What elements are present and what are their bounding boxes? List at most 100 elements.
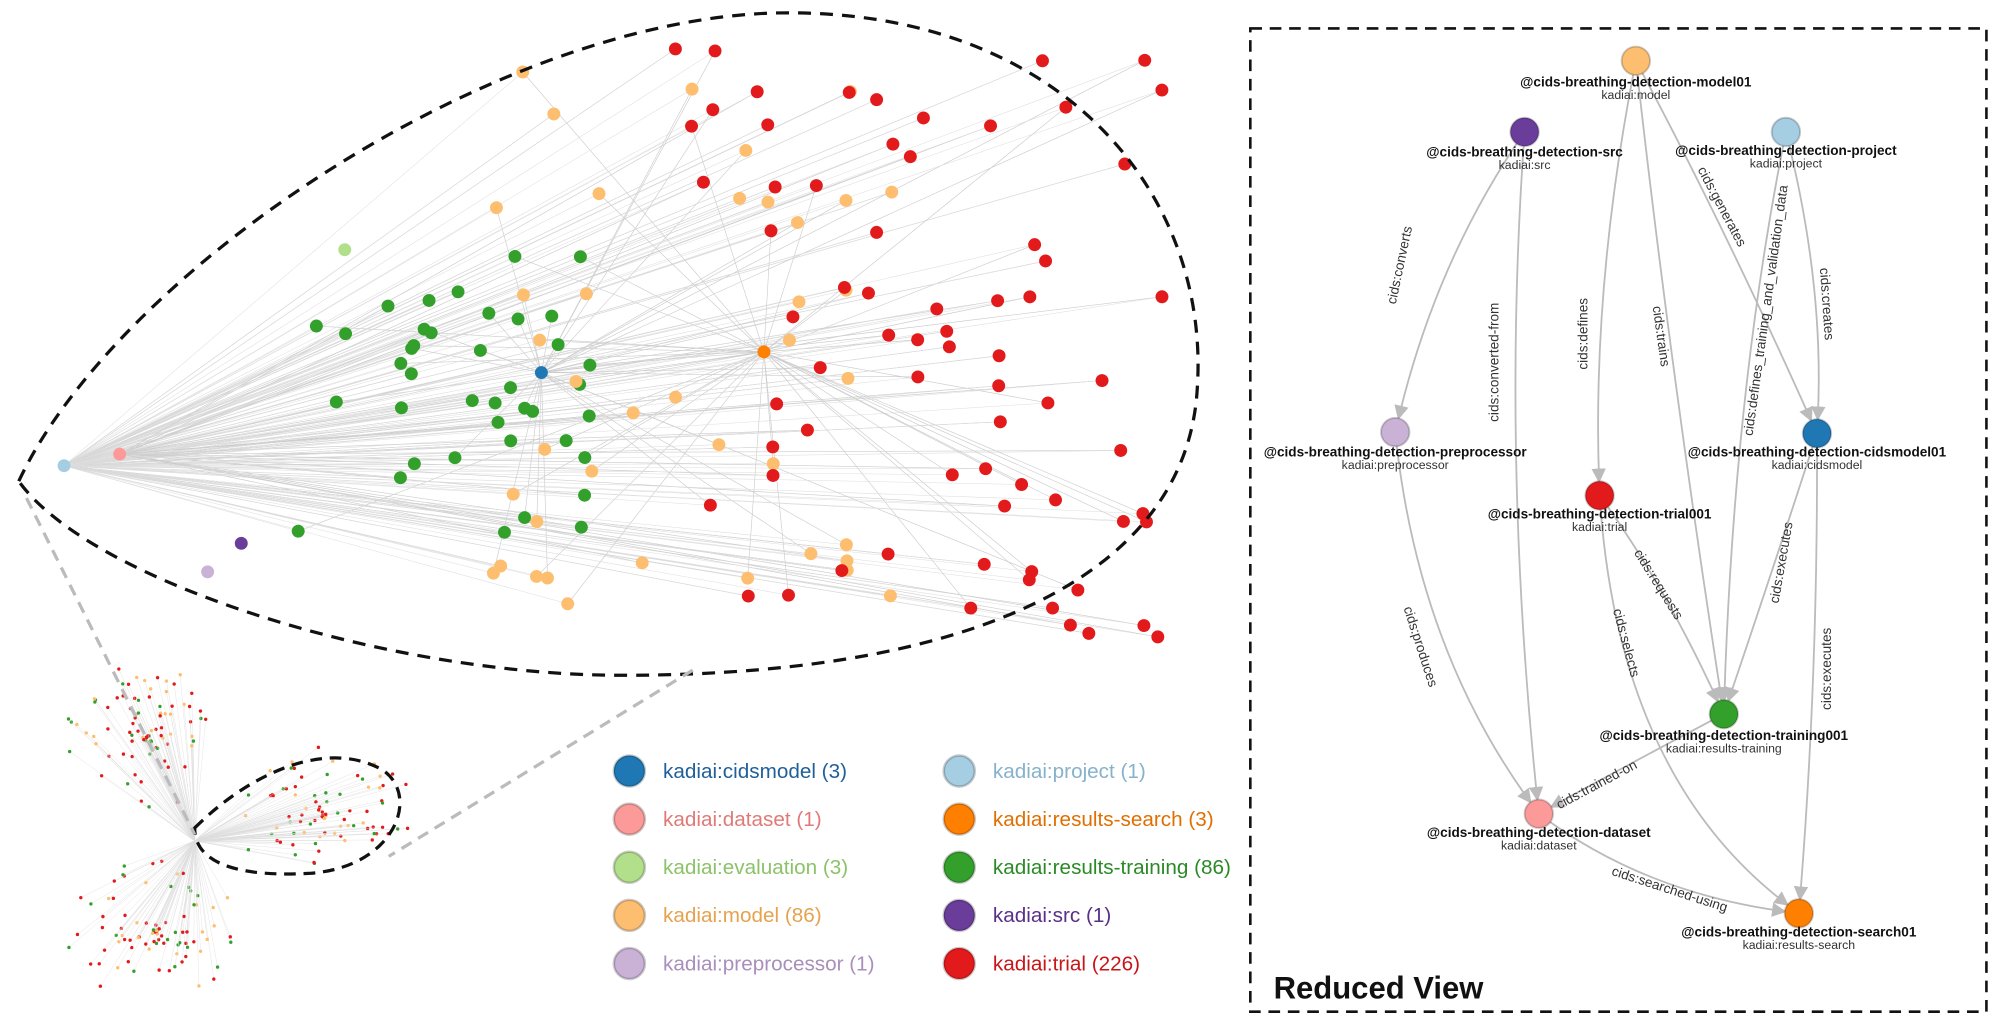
minimap-edge	[194, 761, 293, 842]
minimap-node	[292, 766, 297, 771]
minimap-node	[151, 861, 155, 866]
minimap-edge	[183, 840, 195, 874]
minimap-node	[378, 774, 382, 778]
graph-edge	[763, 351, 1124, 522]
graph-edge	[63, 465, 1089, 634]
minimap-edge	[194, 840, 249, 850]
graph-node	[741, 571, 755, 585]
minimap-edge	[129, 840, 195, 941]
graph-node	[533, 333, 547, 347]
graph-node	[1155, 290, 1169, 304]
minimap-node	[89, 902, 93, 906]
graph-node	[835, 564, 849, 578]
minimap-node	[148, 687, 153, 691]
minimap-node	[134, 675, 139, 680]
graph-node	[57, 459, 71, 473]
graph-node	[1155, 83, 1169, 97]
minimap-edge	[159, 840, 195, 929]
graph-node	[407, 457, 421, 471]
node-name: @cids-breathing-detection-src	[1426, 145, 1623, 160]
minimap-node	[158, 714, 162, 718]
graph-node	[506, 487, 520, 501]
node-name: @cids-breathing-detection-preprocessor	[1264, 445, 1528, 460]
minimap-edge	[114, 840, 195, 882]
graph-node	[1137, 619, 1151, 633]
minimap-node	[136, 698, 141, 702]
minimap-node	[98, 984, 103, 988]
graph-edge	[64, 465, 1124, 522]
legend-label: kadiai:preprocessor (1)	[663, 952, 875, 975]
minimap-node	[139, 799, 143, 803]
graph-edge	[63, 289, 847, 466]
minimap-node	[159, 733, 163, 738]
graph-node	[578, 451, 592, 465]
minimap-edge	[194, 711, 201, 841]
minimap-node	[287, 815, 291, 819]
zoom-outline	[16, 11, 1200, 677]
node	[1801, 418, 1833, 449]
edge-label: cids:searched-using	[1610, 863, 1729, 915]
minimap-node	[130, 945, 134, 950]
graph-edge	[541, 334, 889, 373]
minimap-node	[178, 673, 182, 677]
graph-node	[1151, 630, 1165, 644]
graph-edge	[63, 163, 1125, 466]
node-name: @cids-breathing-detection-project	[1675, 143, 1897, 158]
edge-label: cids:converts	[1384, 225, 1415, 306]
minimap-edge	[153, 840, 195, 931]
graph-edge	[63, 316, 793, 466]
graph-node	[1049, 493, 1063, 507]
minimap-node	[125, 782, 130, 786]
minimap-edge	[108, 840, 195, 899]
minimap-node	[155, 932, 160, 936]
graph-node	[1036, 54, 1049, 68]
minimap-edge	[161, 727, 195, 841]
minimap-node	[128, 730, 132, 735]
node-type: kadiai:trial	[1572, 520, 1627, 534]
minimap-edge	[167, 840, 195, 940]
minimap-node	[94, 742, 98, 746]
minimap-edge	[94, 701, 195, 841]
graph-node	[685, 82, 699, 96]
node-name: @cids-breathing-detection-dataset	[1427, 825, 1651, 840]
minimap-edge	[193, 741, 195, 841]
minimap-edge	[148, 806, 195, 842]
minimap-node	[316, 745, 321, 749]
graph-node	[404, 367, 418, 381]
minimap-node	[333, 831, 337, 835]
graph-node	[809, 179, 823, 193]
legend-swatch	[612, 802, 647, 836]
legend-label: kadiai:model (86)	[663, 904, 822, 927]
minimap-node	[197, 984, 201, 988]
graph-node	[991, 294, 1005, 308]
graph-node	[473, 343, 487, 357]
edge	[1635, 60, 1813, 423]
minimap-node	[192, 940, 196, 944]
graph-edge	[63, 185, 817, 466]
minimap-node	[165, 937, 170, 942]
minimap-edge	[194, 822, 364, 842]
minimap-node	[268, 769, 272, 773]
graph-node	[984, 119, 998, 133]
graph-node	[841, 371, 855, 385]
edge	[1394, 131, 1526, 421]
graph-edge	[524, 372, 542, 409]
minimap-edge	[194, 767, 292, 842]
minimap-node	[92, 734, 96, 739]
graph-edge	[691, 126, 765, 352]
graph-node	[422, 294, 436, 307]
graph-edge	[63, 106, 1066, 466]
node-type: kadiai:cidsmodel	[1772, 458, 1863, 472]
minimap-node	[66, 717, 71, 721]
minimap-edge	[194, 833, 375, 842]
minimap-node	[317, 849, 321, 853]
minimap-edge	[194, 773, 393, 842]
minimap-node	[360, 777, 365, 781]
graph-node	[201, 565, 215, 579]
minimap-node	[215, 965, 220, 969]
minimap-node	[246, 793, 251, 797]
minimap-node	[390, 772, 395, 776]
graph-edge	[541, 109, 714, 373]
graph-node	[1116, 514, 1130, 528]
minimap-node	[111, 896, 116, 901]
